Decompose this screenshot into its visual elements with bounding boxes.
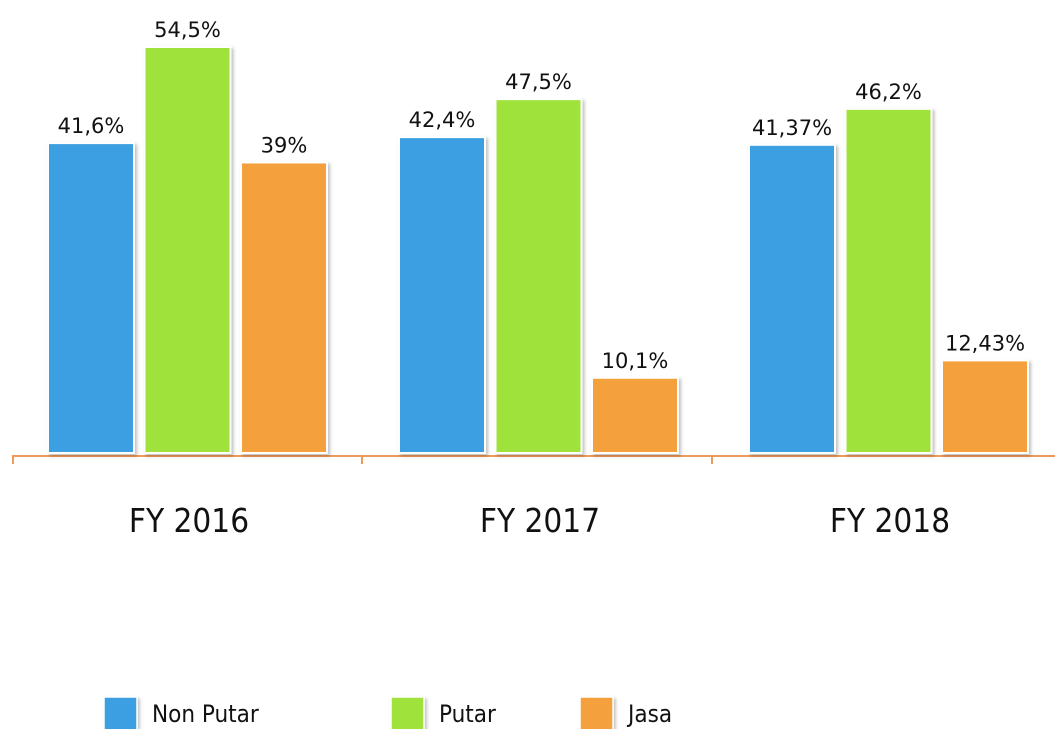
data-label: 41,6% [58,114,125,138]
data-label: 47,5% [505,70,572,94]
legend-swatch [103,696,138,729]
bar [494,98,583,454]
data-label: 39% [261,133,308,157]
bar [240,161,328,454]
bar [398,136,486,455]
bar [143,46,232,454]
legend-swatch [390,696,425,729]
x-tick-label: FY 2018 [830,501,950,540]
data-label: 41,37% [752,116,832,140]
x-tick-label: FY 2016 [129,501,249,540]
data-label: 42,4% [409,108,476,132]
data-label: 10,1% [602,349,669,373]
bar [844,107,933,454]
legend-label: Non Putar [152,700,259,728]
data-label: 54,5% [154,18,221,42]
bar [748,143,836,454]
legend-label: Jasa [626,700,672,728]
bar [591,376,679,455]
bar [47,142,135,454]
legend-label: Putar [439,700,496,728]
x-tick-label: FY 2017 [480,501,600,540]
bar [941,359,1029,454]
data-label: 12,43% [945,331,1025,355]
legend-swatch [579,696,614,729]
data-label: 46,2% [855,80,922,104]
